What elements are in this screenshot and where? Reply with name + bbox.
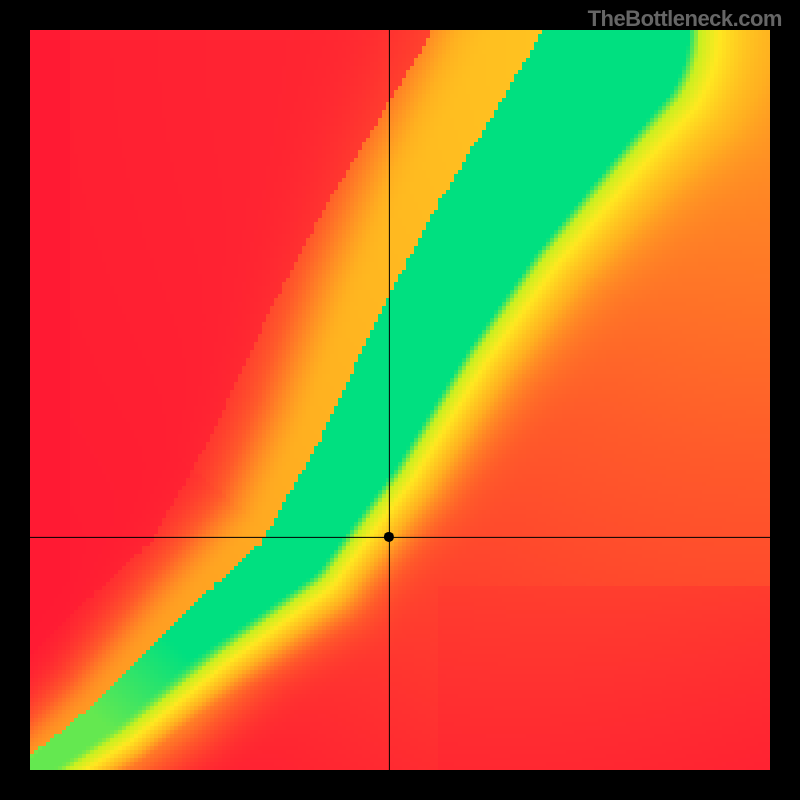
watermark-text: TheBottleneck.com — [588, 6, 782, 32]
chart-container: TheBottleneck.com — [0, 0, 800, 800]
bottleneck-heatmap — [0, 0, 800, 800]
